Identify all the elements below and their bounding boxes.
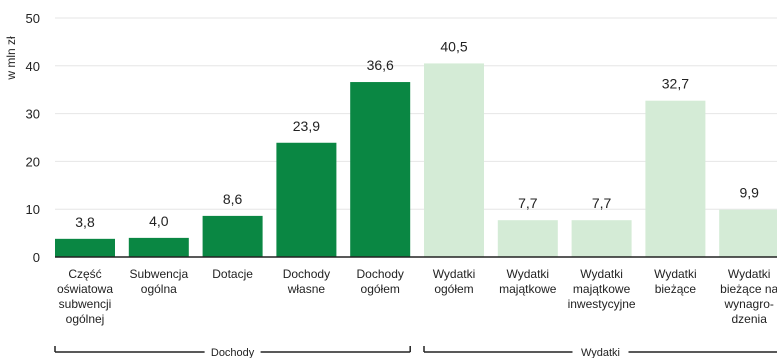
bar <box>55 238 115 257</box>
category-label-line: Subwencja <box>129 267 188 281</box>
value-label: 7,7 <box>518 195 538 211</box>
bar <box>645 100 706 257</box>
category-label-line: Wydatki <box>507 267 550 281</box>
group-bracket: Wydatki <box>423 346 777 358</box>
category-label-line: Wydatki <box>728 267 771 281</box>
y-tick-label: 40 <box>26 59 40 74</box>
y-tick-label: 10 <box>26 202 40 217</box>
category-label-line: ogółem <box>361 282 400 296</box>
category-label: Dochody własne <box>283 267 330 296</box>
category-label-line: bieżące na <box>720 282 777 296</box>
category-label: Wydatki majątkowe <box>499 267 557 296</box>
category-label: Wydatki ogółem <box>433 267 476 296</box>
bar <box>497 220 558 257</box>
category-label-line: ogólna <box>141 282 177 296</box>
bars <box>55 63 777 257</box>
bar <box>424 63 484 257</box>
category-label-line: inwestycyjne <box>568 297 636 311</box>
value-label: 7,7 <box>592 195 612 211</box>
value-label: 23,9 <box>293 118 320 134</box>
group-label: Dochody <box>211 347 255 358</box>
y-tick-label: 0 <box>33 250 40 265</box>
category-label: Subwencja ogólna <box>129 267 188 296</box>
category-label-line: Dochody <box>283 267 330 281</box>
category-label-line: dzenia <box>732 312 768 326</box>
value-label: 36,6 <box>367 57 394 73</box>
category-label: Wydatki bieżące na wynagro-dzenia <box>720 267 777 326</box>
bar <box>202 215 263 257</box>
category-label-line: majątkowe <box>499 282 557 296</box>
bar <box>128 237 189 257</box>
y-axis-ticks: 0 10 20 30 40 50 <box>26 11 40 265</box>
category-label: Dochody ogółem <box>357 267 404 296</box>
value-label: 4,0 <box>149 213 169 229</box>
value-label: 3,8 <box>75 214 95 230</box>
value-label: 9,9 <box>739 185 759 201</box>
category-label-line: oświatowa <box>57 282 113 296</box>
value-labels: 3,8 4,0 8,6 23,9 36,6 40,5 7,7 7,7 32,7 9,9 <box>75 38 759 229</box>
value-label: 8,6 <box>223 191 243 207</box>
category-label: Wydatki bieżące <box>654 267 697 296</box>
category-label-line: własne <box>287 282 326 296</box>
bar <box>276 142 337 257</box>
category-label-line: subwencji <box>59 297 112 311</box>
group-label: Wydatki <box>581 347 620 358</box>
category-label-line: Dotacje <box>212 267 253 281</box>
category-label-line: Część <box>68 267 101 281</box>
category-label-line: bieżące <box>655 282 697 296</box>
category-label: Dotacje <box>212 267 253 281</box>
y-tick-label: 30 <box>26 107 40 122</box>
category-label-line: Wydatki <box>580 267 623 281</box>
group-brackets: Dochody Wydatki <box>54 346 777 358</box>
category-label: Wydatki majątkowe inwestycyjne <box>568 267 636 311</box>
y-axis-label: w mln zł <box>4 36 18 81</box>
bar <box>571 220 632 257</box>
category-label-line: majątkowe <box>573 282 631 296</box>
value-label: 32,7 <box>662 76 689 92</box>
y-tick-label: 20 <box>26 154 40 169</box>
category-label-line: Wydatki <box>433 267 476 281</box>
bar <box>719 209 777 257</box>
category-label-line: Wydatki <box>654 267 697 281</box>
group-bracket: Dochody <box>54 346 411 358</box>
y-tick-label: 50 <box>26 11 40 26</box>
category-label-line: wynagro- <box>724 297 774 311</box>
bar <box>350 82 411 257</box>
category-label: Część oświatowa subwencji ogólnej <box>57 267 113 326</box>
category-label-line: ogólnej <box>66 312 105 326</box>
category-label-line: ogółem <box>434 282 473 296</box>
value-label: 40,5 <box>440 38 467 54</box>
category-label-line: Dochody <box>357 267 404 281</box>
